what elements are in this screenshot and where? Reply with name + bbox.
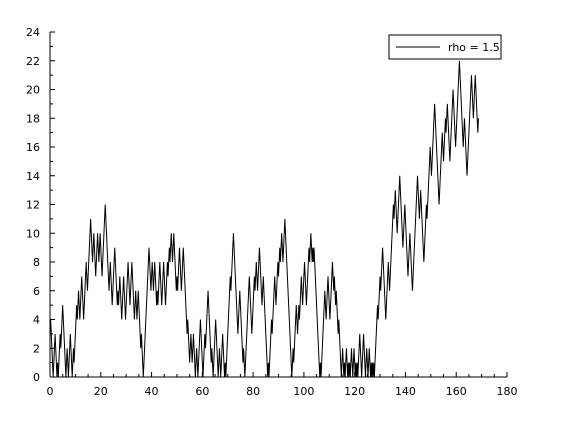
y-tick-label: 12 — [26, 199, 40, 212]
x-tick-label: 20 — [94, 385, 108, 398]
plot-area — [49, 60, 479, 378]
x-tick-label: 80 — [246, 385, 260, 398]
x-tick-label: 140 — [395, 385, 416, 398]
x-tick-label: 160 — [446, 385, 467, 398]
x-tick-label: 40 — [145, 385, 159, 398]
y-tick-label: 2 — [33, 342, 40, 355]
x-tick-label: 120 — [344, 385, 365, 398]
y-tick-label: 6 — [33, 285, 40, 298]
y-tick-label: 8 — [33, 256, 40, 269]
y-tick-label: 4 — [33, 314, 40, 327]
x-axis: 0 20 40 60 80 100 120 140 160 180 — [47, 372, 518, 398]
y-tick-label: 24 — [26, 26, 40, 39]
y-tick-label: 18 — [26, 112, 40, 125]
y-tick-label: 22 — [26, 55, 40, 68]
y-tick-label: 20 — [26, 84, 40, 97]
legend-label: rho = 1.5 — [448, 41, 500, 54]
series-line-rho-1-5 — [49, 60, 479, 378]
legend: rho = 1.5 — [388, 34, 502, 60]
y-tick-label: 0 — [33, 371, 40, 384]
x-tick-label: 60 — [195, 385, 209, 398]
y-tick-label: 10 — [26, 227, 40, 240]
y-tick-label: 14 — [26, 170, 40, 183]
x-tick-label: 180 — [497, 385, 518, 398]
y-tick-label: 16 — [26, 141, 40, 154]
x-tick-label: 0 — [47, 385, 54, 398]
x-tick-label: 100 — [293, 385, 314, 398]
